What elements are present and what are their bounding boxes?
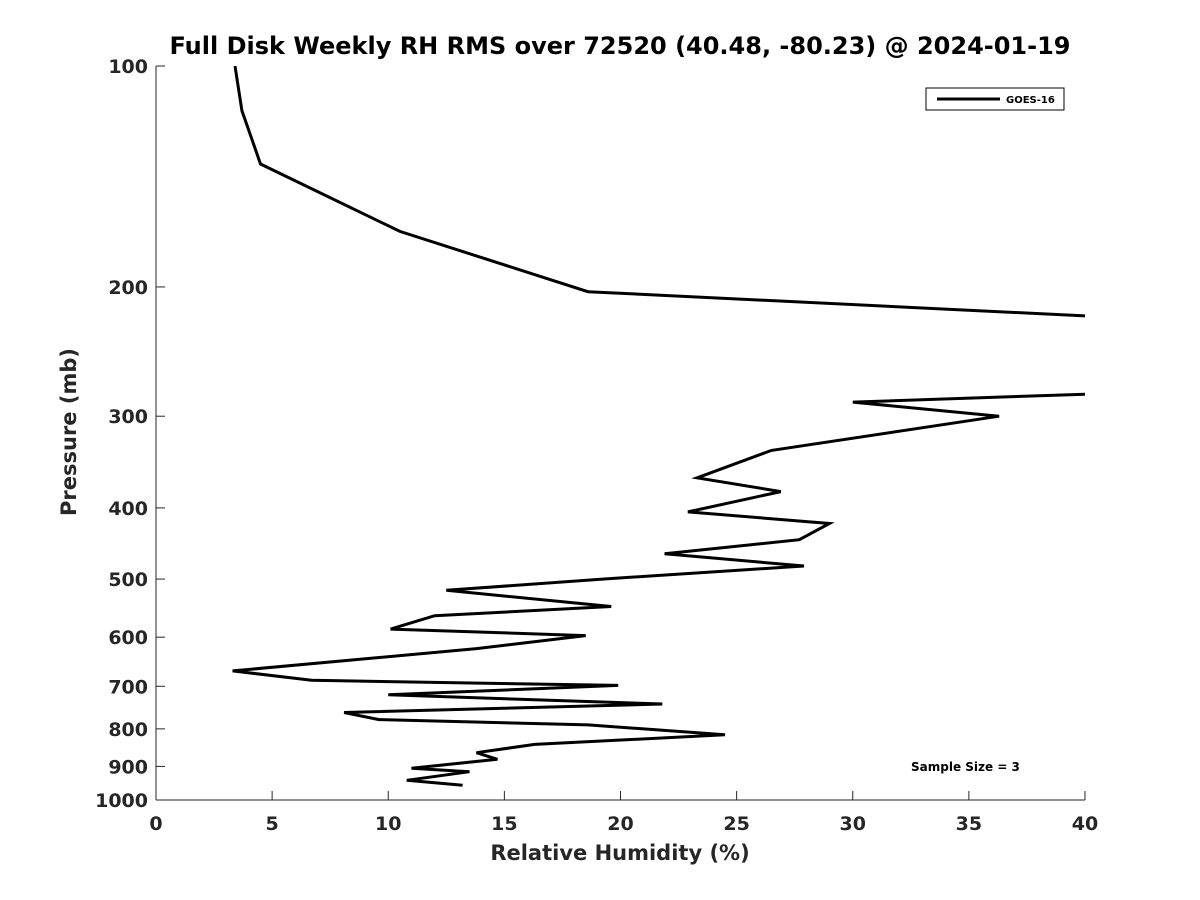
x-tick-label: 5 (266, 813, 279, 835)
y-tick-label: 300 (108, 406, 148, 428)
x-tick-label: 40 (1072, 813, 1098, 835)
legend: GOES-16 (925, 87, 1065, 111)
y-tick-label: 1000 (95, 790, 148, 812)
x-tick-label: 35 (956, 813, 982, 835)
x-axis-label: Relative Humidity (%) (490, 841, 749, 865)
y-tick-label: 500 (108, 569, 148, 591)
y-tick-label: 800 (108, 719, 148, 741)
x-tick-label: 30 (840, 813, 866, 835)
y-axis-label: Pressure (mb) (57, 348, 81, 516)
y-tick-label: 400 (108, 498, 148, 520)
x-tick-label: 25 (723, 813, 749, 835)
x-tick-label: 20 (607, 813, 633, 835)
x-tick-label: 10 (375, 813, 401, 835)
y-tick-label: 200 (108, 277, 148, 299)
y-tick-label: 600 (108, 627, 148, 649)
axes-group: 0 5 10 15 20 25 30 35 40 100 200 300 400 500 600 700 800… (95, 56, 1098, 835)
series-line-segment-2 (232, 392, 1086, 787)
x-tick-label: 0 (149, 813, 162, 835)
legend-label-goes16: GOES-16 (1006, 95, 1055, 106)
y-tick-label: 700 (108, 676, 148, 698)
y-tick-label: 900 (108, 756, 148, 778)
y-tick-label: 100 (108, 56, 148, 78)
x-tick-label: 15 (491, 813, 517, 835)
series-line-segment-1 (233, 65, 1086, 318)
sample-size-annotation: Sample Size = 3 (911, 760, 1020, 774)
chart-title: Full Disk Weekly RH RMS over 72520 (40.4… (169, 32, 1070, 60)
plot-lines-group (232, 65, 1086, 787)
